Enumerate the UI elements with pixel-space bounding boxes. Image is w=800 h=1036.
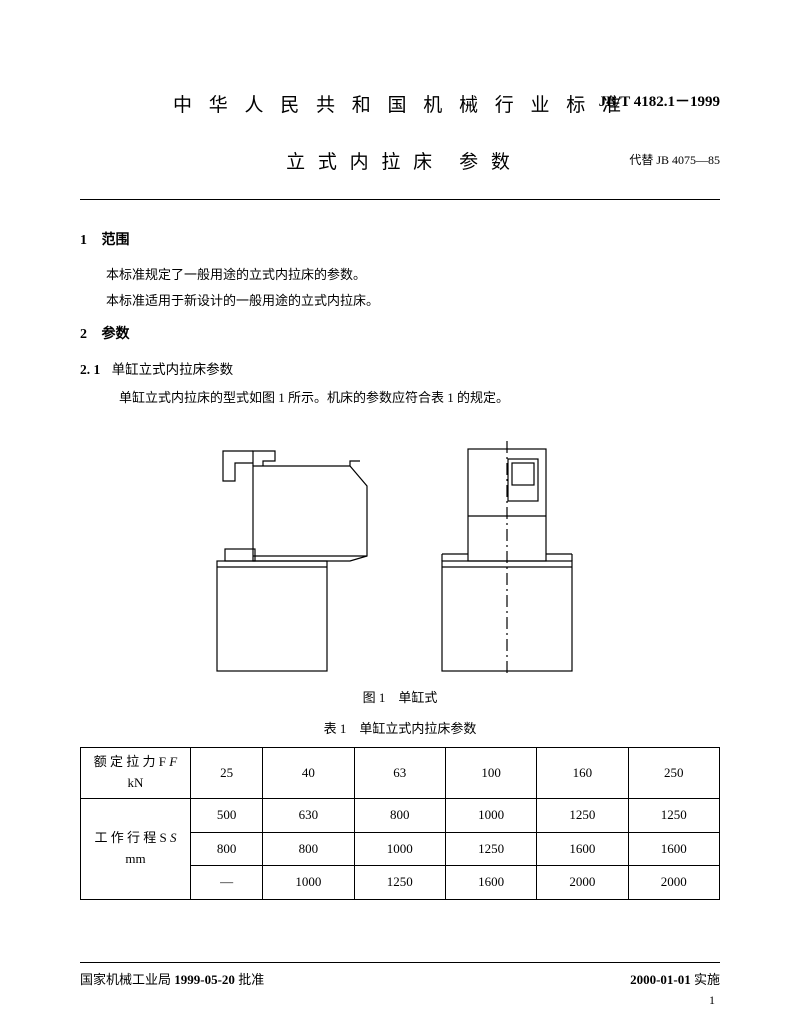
replace-note: 代替 JB 4075—85 [629, 151, 720, 168]
section-2-title: 参数 [102, 327, 130, 342]
cell: 630 [263, 798, 354, 832]
cell: 2000 [628, 866, 719, 900]
page-footer: 国家机械工业局 1999-05-20 批准 2000-01-01 实施 [80, 962, 720, 988]
document-header: 中 华 人 民 共 和 国 机 械 行 业 标 准 JB/T 4182.1－19… [80, 90, 720, 174]
cell: 40 [263, 748, 354, 799]
standard-code: JB/T 4182.1－1999 [599, 90, 720, 111]
s1-para-2: 本标准适用于新设计的一般用途的立式内拉床。 [80, 289, 720, 314]
cell: 63 [354, 748, 445, 799]
section-1-num: 1 [80, 228, 98, 255]
cell: 800 [191, 832, 263, 866]
figure-1-caption: 图 1 单缸式 [80, 686, 720, 711]
section-2-num: 2 [80, 322, 98, 349]
row-label-force: 额 定 拉 力 F F kN [81, 748, 191, 799]
cell: 1250 [628, 798, 719, 832]
cell: 500 [191, 798, 263, 832]
s1-para-1: 本标准规定了一般用途的立式内拉床的参数。 [80, 263, 720, 288]
cell: 1000 [445, 798, 536, 832]
cell: 1250 [445, 832, 536, 866]
page-number: 1 [709, 993, 715, 1008]
cell: 1600 [445, 866, 536, 900]
cell: 1000 [263, 866, 354, 900]
cell: 250 [628, 748, 719, 799]
cell: 1000 [354, 832, 445, 866]
section-2-heading: 2 参数 [80, 322, 720, 349]
cell: 25 [191, 748, 263, 799]
figure-1-left-icon [215, 441, 370, 676]
subtitle-row: 立 式 内 拉 床 参 数 代替 JB 4075—85 [80, 147, 720, 174]
section-1-title: 范围 [102, 233, 130, 248]
figure-1-right-icon [430, 441, 585, 676]
footer-row: 国家机械工业局 1999-05-20 批准 2000-01-01 实施 [80, 969, 720, 988]
cell: 800 [354, 798, 445, 832]
subtitle: 立 式 内 拉 床 参 数 [80, 147, 720, 174]
section-21-num: 2. 1 [80, 357, 100, 383]
table-1: 额 定 拉 力 F F kN 25 40 63 100 160 250 工 作 … [80, 747, 720, 900]
cell: 800 [263, 832, 354, 866]
table-1-caption: 表 1 单缸立式内拉床参数 [80, 717, 720, 742]
s21-para-1: 单缸立式内拉床的型式如图 1 所示。机床的参数应符合表 1 的规定。 [80, 386, 720, 411]
cell: 2000 [537, 866, 628, 900]
section-21-title: 单缸立式内拉床参数 [112, 362, 234, 377]
footer-divider [80, 962, 720, 963]
cell: 160 [537, 748, 628, 799]
table-row: 工 作 行 程 S S mm 500 630 800 1000 1250 125… [81, 798, 720, 832]
figure-1 [80, 441, 720, 676]
cell: 1250 [537, 798, 628, 832]
cell: 1600 [537, 832, 628, 866]
cell: 1600 [628, 832, 719, 866]
footer-right: 2000-01-01 实施 [630, 969, 720, 988]
footer-left: 国家机械工业局 1999-05-20 批准 [80, 969, 264, 988]
content-area: 1 范围 本标准规定了一般用途的立式内拉床的参数。 本标准适用于新设计的一般用途… [80, 200, 720, 900]
cell: 1250 [354, 866, 445, 900]
cell: 100 [445, 748, 536, 799]
section-21-heading: 2. 1 单缸立式内拉床参数 [80, 357, 720, 383]
row-label-stroke: 工 作 行 程 S S mm [81, 798, 191, 899]
section-1-heading: 1 范围 [80, 228, 720, 255]
table-row: 额 定 拉 力 F F kN 25 40 63 100 160 250 [81, 748, 720, 799]
cell: — [191, 866, 263, 900]
